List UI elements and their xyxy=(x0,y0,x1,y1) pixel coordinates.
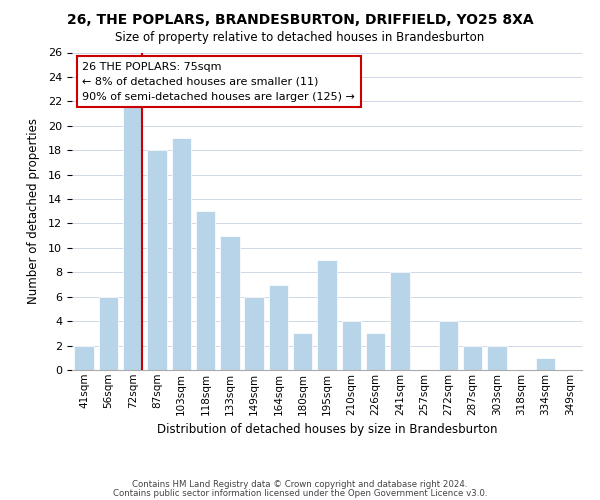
Bar xyxy=(123,102,142,370)
Text: Contains HM Land Registry data © Crown copyright and database right 2024.: Contains HM Land Registry data © Crown c… xyxy=(132,480,468,489)
Bar xyxy=(390,272,410,370)
Text: Size of property relative to detached houses in Brandesburton: Size of property relative to detached ho… xyxy=(115,31,485,44)
Y-axis label: Number of detached properties: Number of detached properties xyxy=(26,118,40,304)
Bar xyxy=(317,260,337,370)
Bar xyxy=(293,334,313,370)
Text: 26 THE POPLARS: 75sqm
← 8% of detached houses are smaller (11)
90% of semi-detac: 26 THE POPLARS: 75sqm ← 8% of detached h… xyxy=(82,62,355,102)
Bar xyxy=(220,236,239,370)
Bar xyxy=(244,296,264,370)
Text: Contains public sector information licensed under the Open Government Licence v3: Contains public sector information licen… xyxy=(113,488,487,498)
Bar xyxy=(269,284,288,370)
Bar xyxy=(99,296,118,370)
Bar xyxy=(487,346,507,370)
Bar xyxy=(172,138,191,370)
Bar xyxy=(147,150,167,370)
Bar xyxy=(366,334,385,370)
Bar xyxy=(463,346,482,370)
Bar xyxy=(439,321,458,370)
Text: 26, THE POPLARS, BRANDESBURTON, DRIFFIELD, YO25 8XA: 26, THE POPLARS, BRANDESBURTON, DRIFFIEL… xyxy=(67,12,533,26)
Bar xyxy=(196,211,215,370)
Bar xyxy=(74,346,94,370)
Bar xyxy=(341,321,361,370)
Bar xyxy=(536,358,555,370)
X-axis label: Distribution of detached houses by size in Brandesburton: Distribution of detached houses by size … xyxy=(157,423,497,436)
